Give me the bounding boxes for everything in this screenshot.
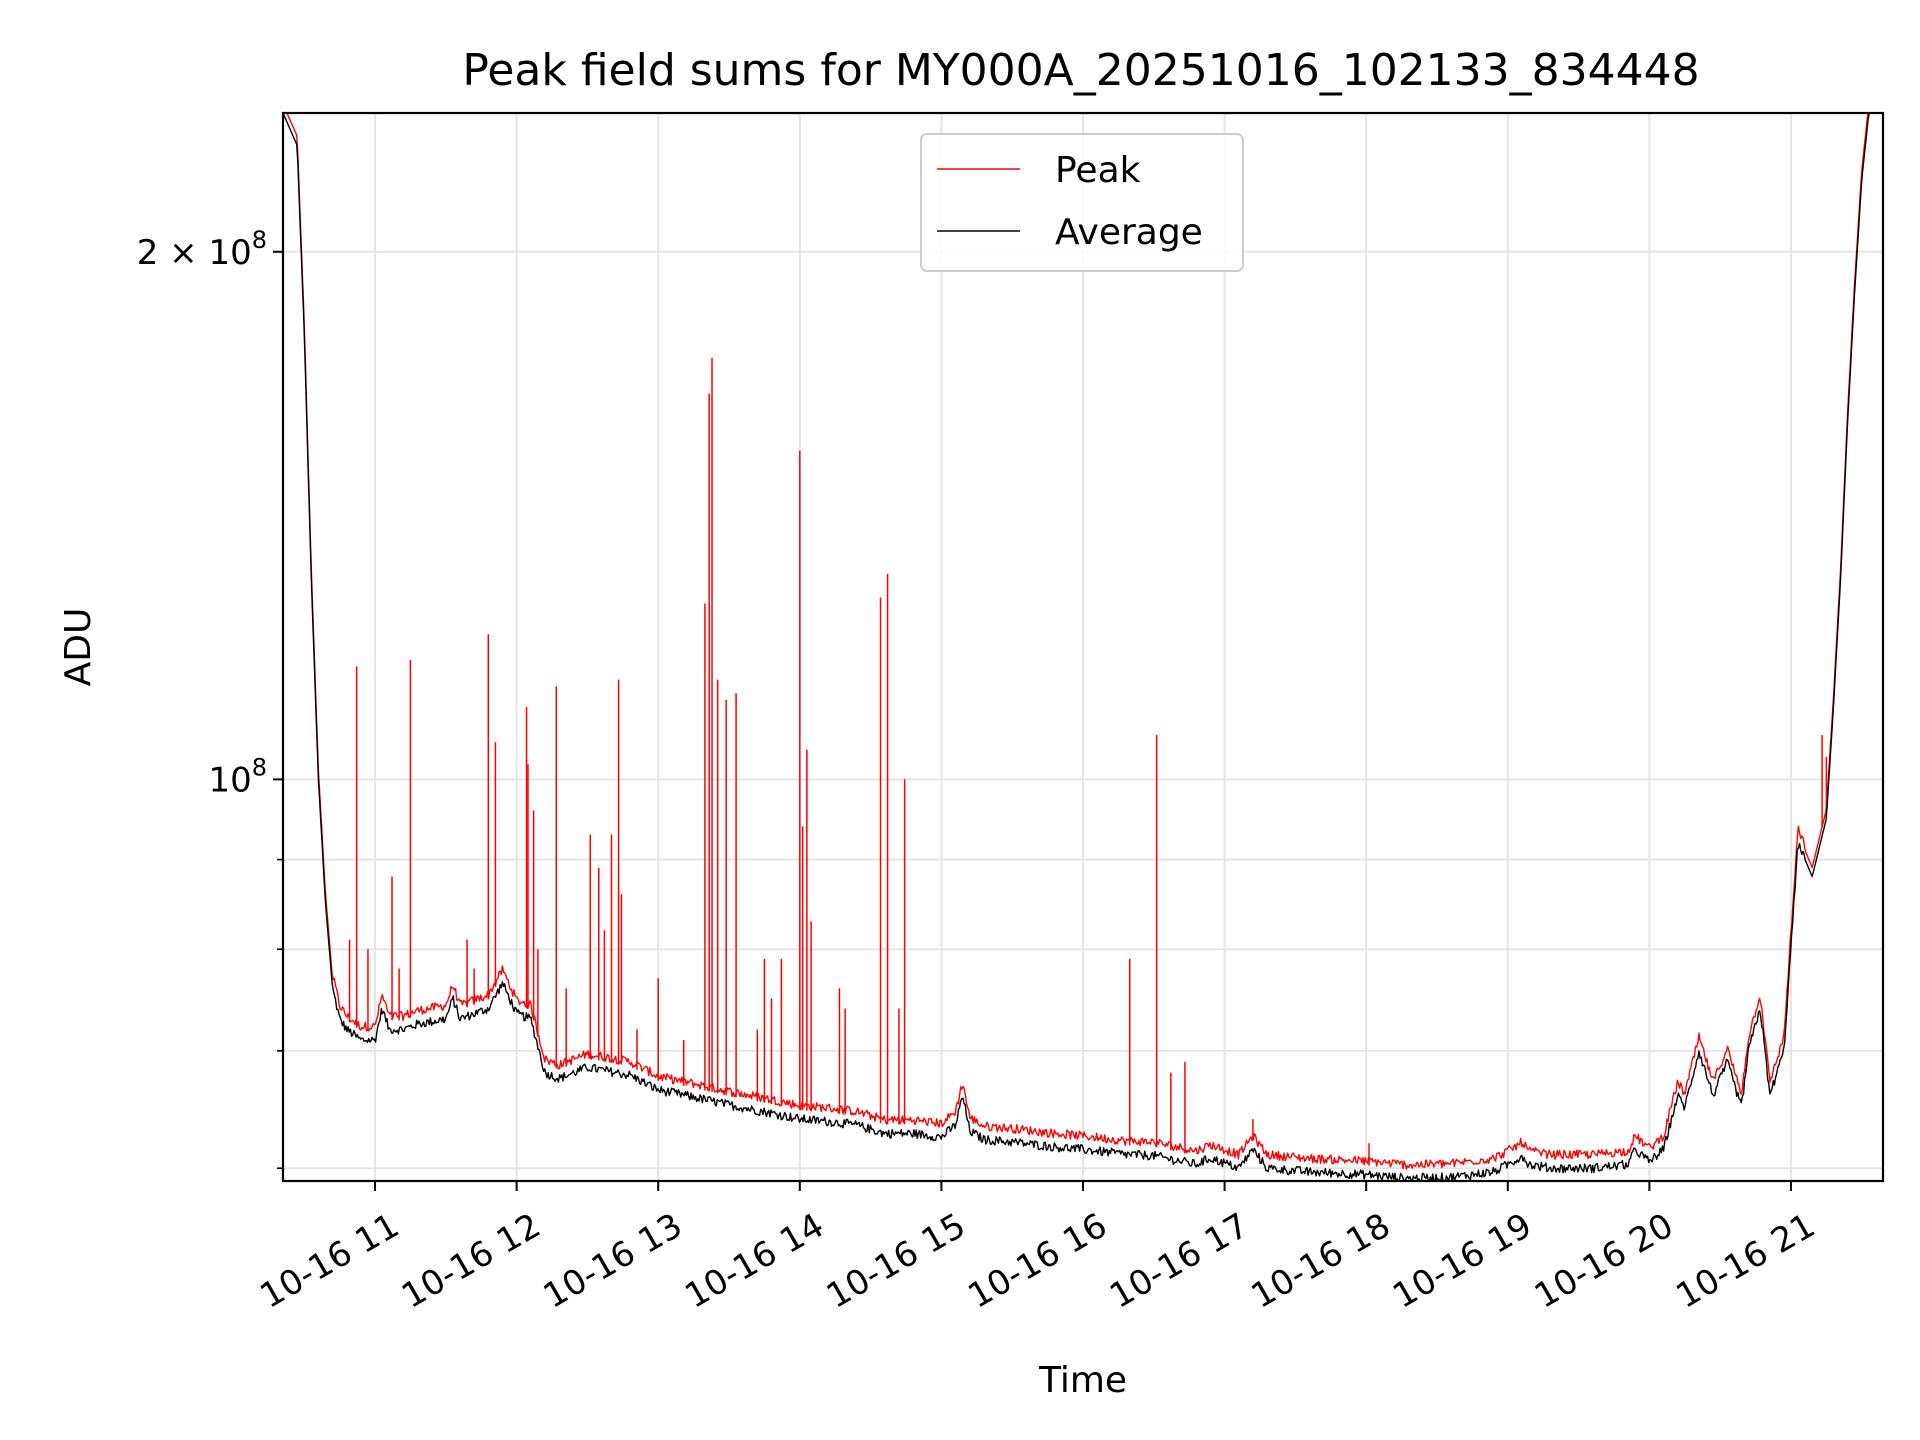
series-average-line (283, 113, 1883, 1181)
y-axis-label: ADU (58, 608, 99, 687)
legend-average-label: Average (1055, 212, 1203, 253)
series-peak (286, 113, 1869, 1170)
y-tick-label: 108 (208, 753, 267, 800)
series-peak-line (286, 113, 1869, 1170)
y-tick-label: 2 × 108 (137, 226, 267, 273)
legend: Peak Average (920, 133, 1244, 272)
series-average (283, 113, 1883, 1181)
grid (283, 113, 1883, 1181)
x-axis-label: Time (1038, 1360, 1127, 1401)
chart-title: Peak field sums for MY000A_20251016_1021… (462, 45, 1699, 96)
legend-peak-label: Peak (1055, 150, 1141, 191)
y-axis: 108 2 × 108 (137, 226, 283, 1170)
plot-area (283, 113, 1883, 1181)
